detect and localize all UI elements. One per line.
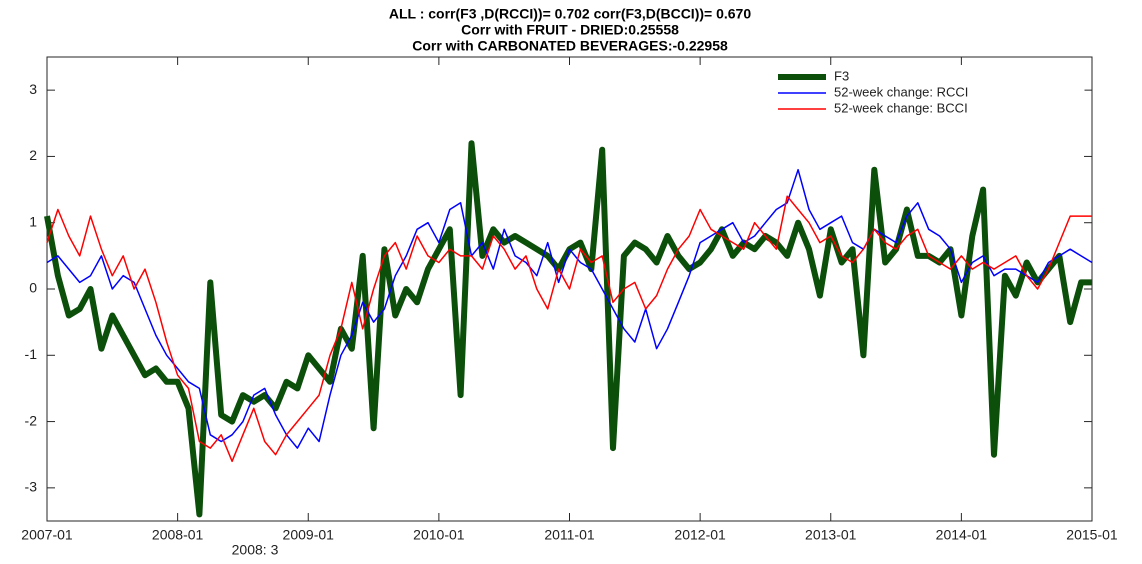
x-tick-label: 2010-01 (413, 527, 465, 543)
x-tick-label: 2008-01 (152, 527, 204, 543)
series-line (46, 195, 1092, 463)
y-tick-label: -1 (25, 346, 38, 362)
legend-label: F3 (834, 68, 849, 83)
x-tick-label: 2009-01 (283, 527, 335, 543)
x-tick-label: 2011-01 (544, 527, 595, 543)
y-tick-label: 3 (29, 81, 37, 97)
x-tick-label: 2013-01 (805, 527, 857, 543)
legend-label: 52-week change: RCCI (834, 84, 968, 99)
series-line (46, 168, 1093, 449)
y-tick-label: 2 (29, 147, 37, 163)
x-tick-label: 2012-01 (674, 527, 726, 543)
y-tick-label: 0 (29, 280, 37, 296)
chart-subtitle: Corr with FRUIT - DRIED:0.25558 (461, 22, 679, 38)
x-tick-label: 2007-01 (21, 527, 73, 543)
y-tick-label: -2 (25, 412, 38, 428)
legend-label: 52-week change: BCCI (834, 100, 968, 115)
y-tick-label: 1 (29, 213, 37, 229)
x-tick-label: 2014-01 (936, 527, 988, 543)
chart-subtitle: Corr with CARBONATED BEVERAGES:-0.22958 (412, 38, 728, 54)
annotation: 2008: 3 (232, 542, 279, 558)
chart-title: ALL : corr(F3 ,D(RCCI))= 0.702 corr(F3,D… (389, 6, 751, 22)
x-tick-label: 2015-01 (1066, 527, 1118, 543)
y-tick-label: -3 (25, 479, 38, 495)
